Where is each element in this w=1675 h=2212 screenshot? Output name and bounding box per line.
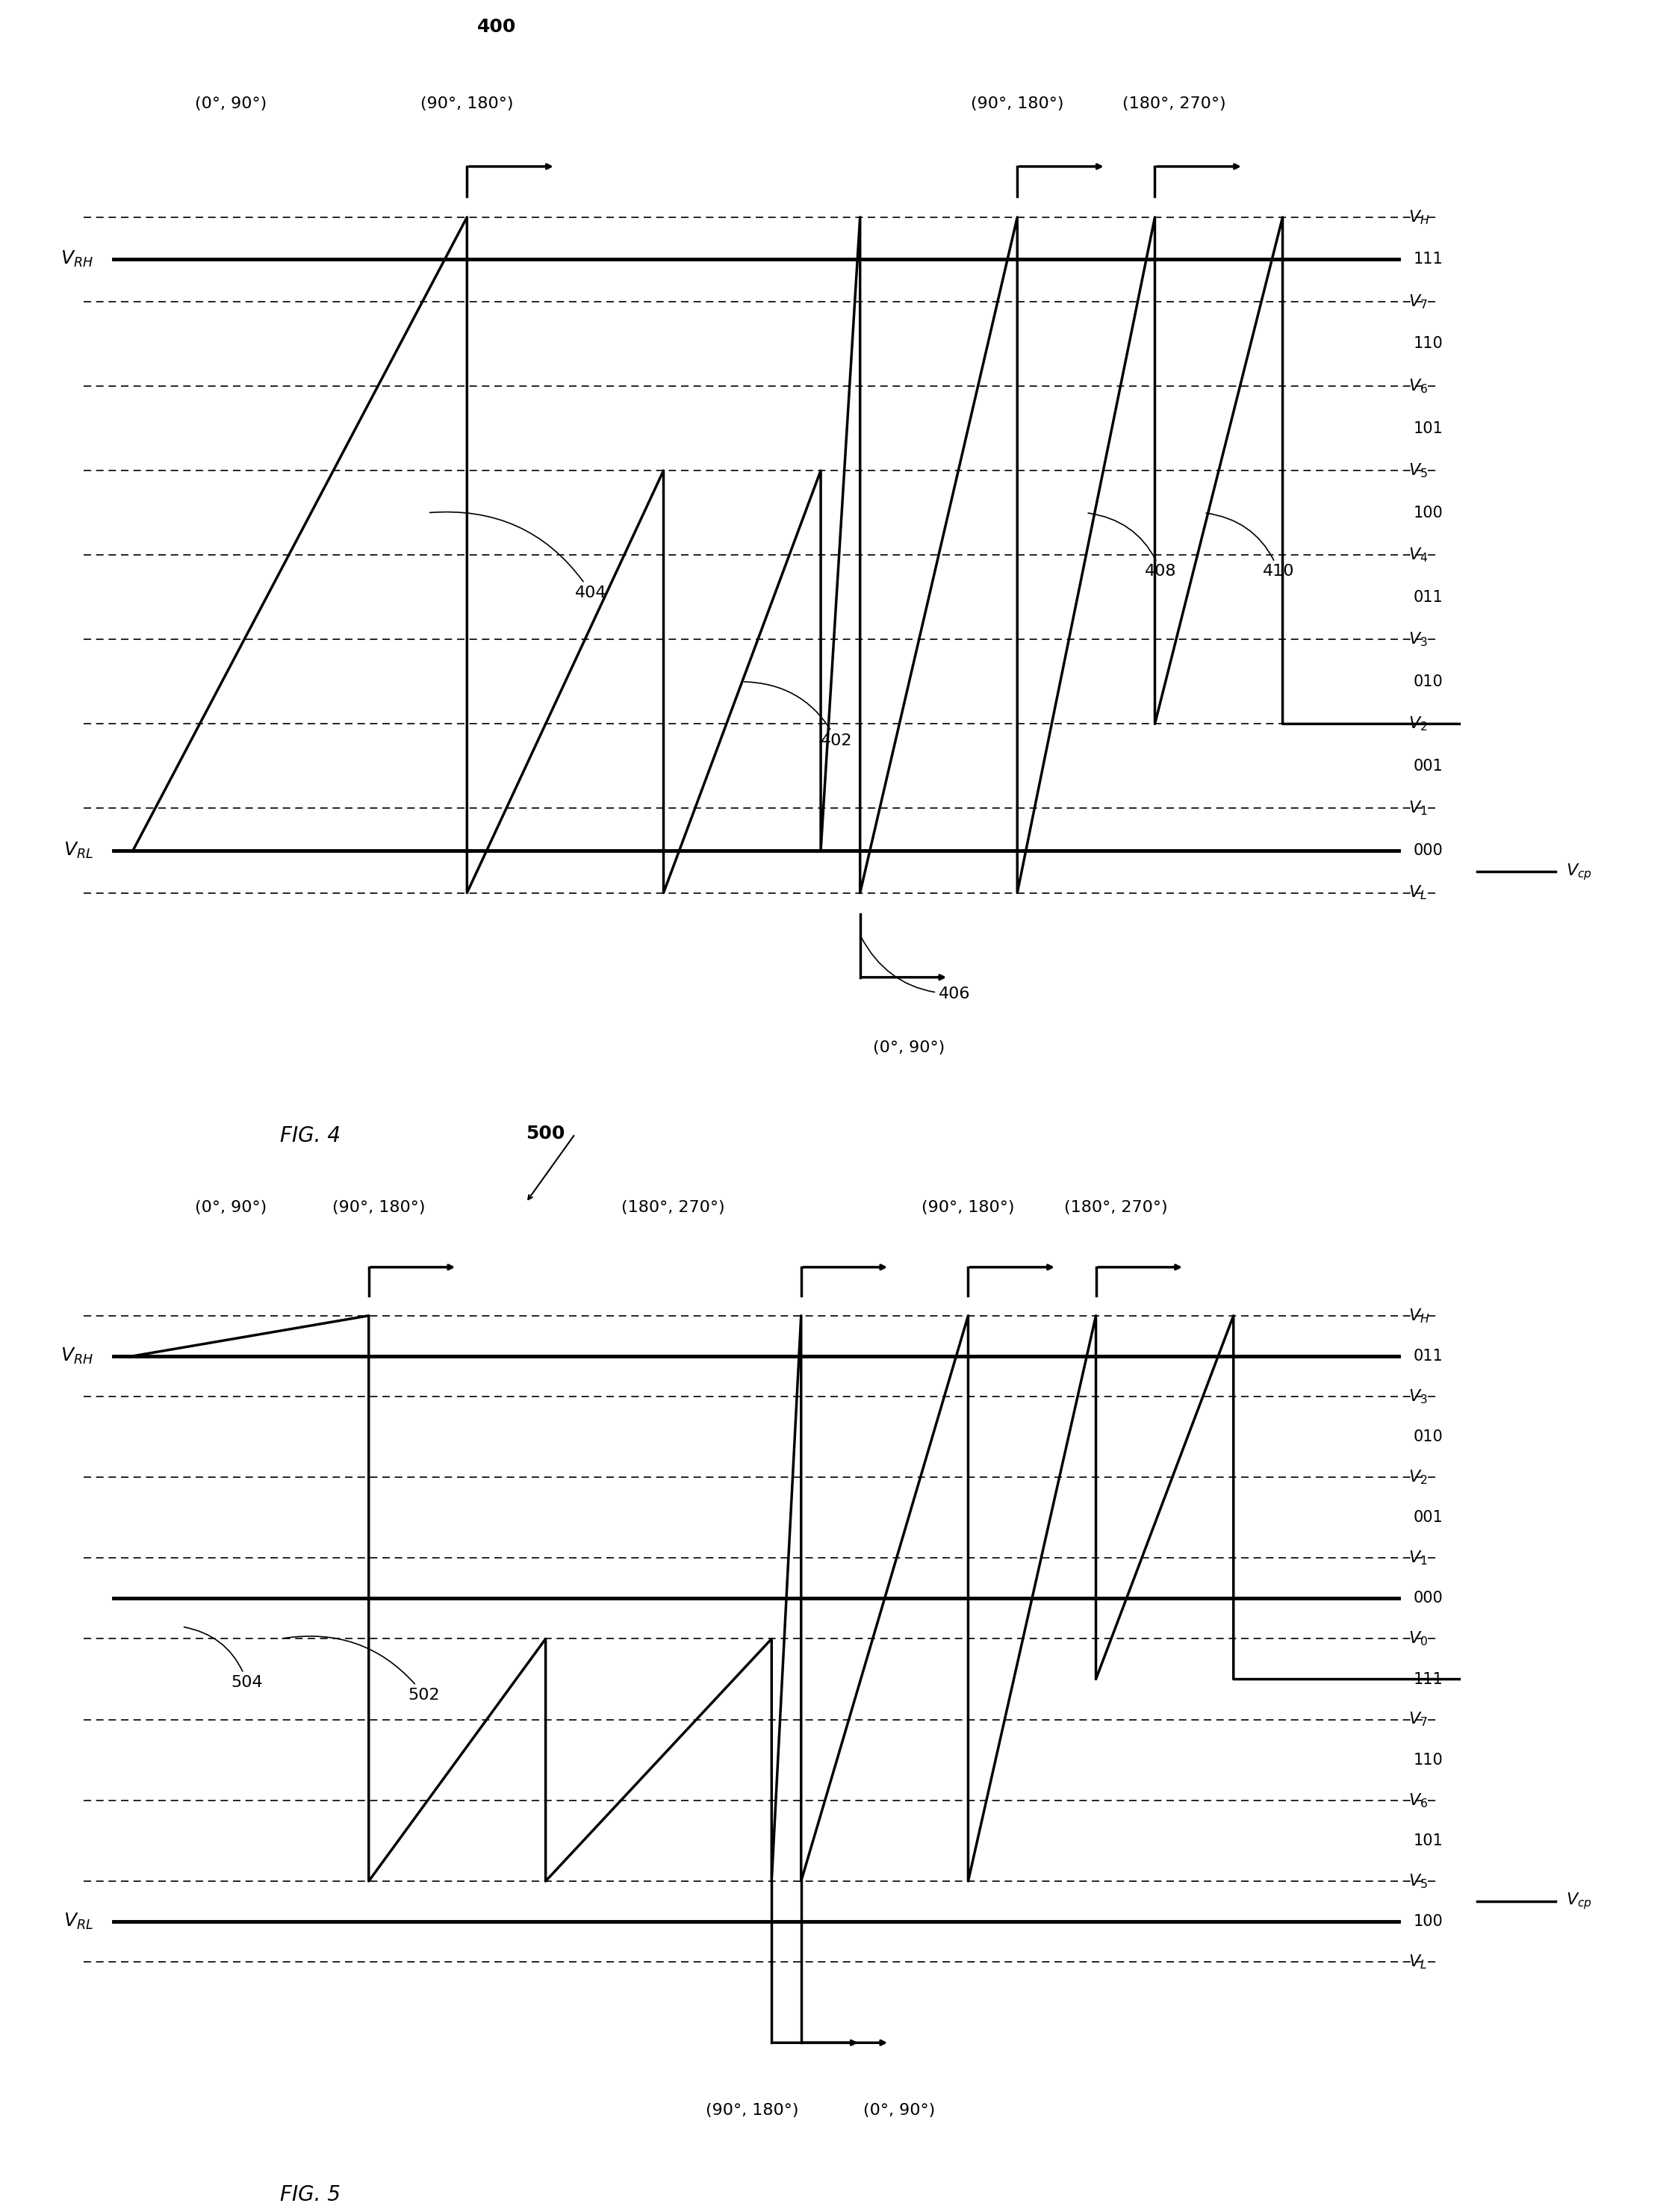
Text: 010: 010 [1414,1429,1442,1444]
Text: $V_H$: $V_H$ [1409,1307,1430,1325]
Text: 101: 101 [1414,420,1442,436]
Text: 402: 402 [744,681,853,748]
Text: (180°, 270°): (180°, 270°) [621,1199,725,1214]
Text: 500: 500 [526,1126,564,1144]
Text: 101: 101 [1414,1834,1442,1849]
Text: $V_{7}$: $V_{7}$ [1409,1710,1427,1728]
Text: (180°, 270°): (180°, 270°) [1122,97,1226,111]
Text: $V_{0}$: $V_{0}$ [1409,1630,1427,1648]
Text: FIG. 5: FIG. 5 [280,2183,340,2205]
Text: 100: 100 [1414,1913,1442,1929]
Text: 400: 400 [477,18,516,35]
Text: $V_{cp}$: $V_{cp}$ [1566,1891,1591,1911]
Text: $V_H$: $V_H$ [1409,208,1430,226]
Text: $V_{RL}$: $V_{RL}$ [64,841,94,860]
Text: 410: 410 [1206,513,1295,580]
Text: 110: 110 [1414,336,1442,352]
Text: 110: 110 [1414,1752,1442,1767]
Text: $V_{4}$: $V_{4}$ [1409,546,1427,564]
Text: $V_{2}$: $V_{2}$ [1409,714,1427,732]
Text: $V_L$: $V_L$ [1409,1953,1427,1971]
Text: 011: 011 [1414,591,1442,604]
Text: $V_{2}$: $V_{2}$ [1409,1469,1427,1486]
Text: 504: 504 [184,1628,263,1690]
Text: 406: 406 [861,938,970,1002]
Text: 408: 408 [1089,513,1178,580]
Text: 011: 011 [1414,1349,1442,1363]
Text: 502: 502 [283,1637,441,1703]
Text: 000: 000 [1414,1590,1442,1606]
Text: 000: 000 [1414,843,1442,858]
Text: (0°, 90°): (0°, 90°) [196,1199,266,1214]
Text: 001: 001 [1414,759,1442,774]
Text: (90°, 180°): (90°, 180°) [420,97,514,111]
Text: (0°, 90°): (0°, 90°) [863,2104,935,2119]
Text: (90°, 180°): (90°, 180°) [332,1199,425,1214]
Text: $V_{5}$: $V_{5}$ [1409,462,1427,480]
Text: (180°, 270°): (180°, 270°) [1064,1199,1167,1214]
Text: $V_{RL}$: $V_{RL}$ [64,1911,94,1931]
Text: $V_L$: $V_L$ [1409,885,1427,902]
Text: (90°, 180°): (90°, 180°) [971,97,1064,111]
Text: $V_{1}$: $V_{1}$ [1409,1548,1427,1566]
Text: 001: 001 [1414,1511,1442,1524]
Text: $V_{cp}$: $V_{cp}$ [1566,863,1591,883]
Text: 111: 111 [1414,1672,1442,1688]
Text: $V_{5}$: $V_{5}$ [1409,1871,1427,1889]
Text: $V_{7}$: $V_{7}$ [1409,292,1427,310]
Text: $V_{RH}$: $V_{RH}$ [60,1347,94,1365]
Text: FIG. 4: FIG. 4 [280,1126,340,1146]
Text: (90°, 180°): (90°, 180°) [705,2104,799,2119]
Text: $V_{1}$: $V_{1}$ [1409,799,1427,816]
Text: $V_{RH}$: $V_{RH}$ [60,250,94,270]
Text: $V_{6}$: $V_{6}$ [1409,1792,1427,1809]
Text: 404: 404 [430,511,606,599]
Text: 100: 100 [1414,504,1442,520]
Text: $V_{3}$: $V_{3}$ [1409,630,1427,648]
Text: (0°, 90°): (0°, 90°) [196,97,266,111]
Text: 111: 111 [1414,252,1442,268]
Text: (0°, 90°): (0°, 90°) [873,1040,945,1055]
Text: 010: 010 [1414,675,1442,690]
Text: $V_{6}$: $V_{6}$ [1409,378,1427,396]
Text: $V_{3}$: $V_{3}$ [1409,1387,1427,1405]
Text: (90°, 180°): (90°, 180°) [921,1199,1015,1214]
